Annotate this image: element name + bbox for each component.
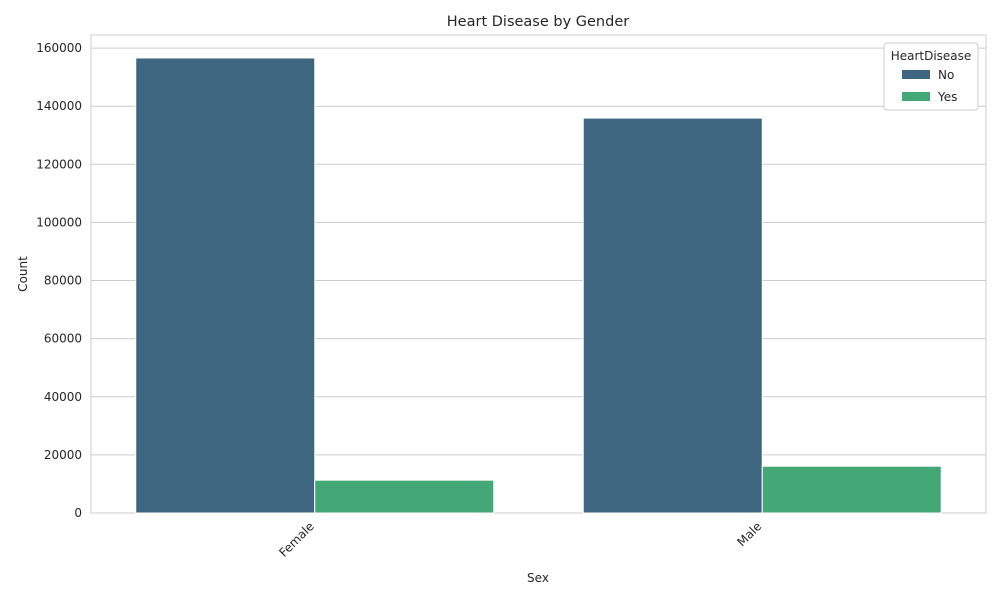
legend-label-yes: Yes xyxy=(937,90,957,104)
y-tick-label: 40000 xyxy=(44,390,82,404)
bar-female-yes xyxy=(314,479,495,514)
y-tick-label: 120000 xyxy=(36,157,82,171)
y-tick-label: 140000 xyxy=(36,99,82,113)
chart-title: Heart Disease by Gender xyxy=(447,14,629,30)
y-tick-label: 60000 xyxy=(44,332,82,346)
y-tick-label: 100000 xyxy=(36,215,82,229)
legend-title: HeartDisease xyxy=(891,49,972,63)
x-tick-labels: Female Male xyxy=(276,519,764,560)
bar-female-no xyxy=(135,57,316,514)
legend-swatch-yes xyxy=(902,92,930,101)
y-axis-label: Count xyxy=(16,256,30,292)
y-tick-label: 20000 xyxy=(44,448,82,462)
y-tick-labels: 0 20000 40000 60000 80000 100000 120000 140000 1… xyxy=(36,41,82,520)
x-tick-label: Male xyxy=(734,519,764,549)
bar-male-no xyxy=(582,117,763,514)
plot-frame xyxy=(90,34,987,514)
bar-male-yes xyxy=(761,465,942,514)
legend-label-no: No xyxy=(938,68,954,82)
y-tick-label: 160000 xyxy=(36,41,82,55)
legend: HeartDisease No Yes xyxy=(883,42,979,111)
y-tick-label: 80000 xyxy=(44,274,82,288)
bars xyxy=(135,57,942,514)
x-tick-label: Female xyxy=(276,519,317,560)
legend-swatch-no xyxy=(902,70,930,79)
x-axis-label: Sex xyxy=(527,571,549,585)
y-tick-label: 0 xyxy=(74,506,82,520)
